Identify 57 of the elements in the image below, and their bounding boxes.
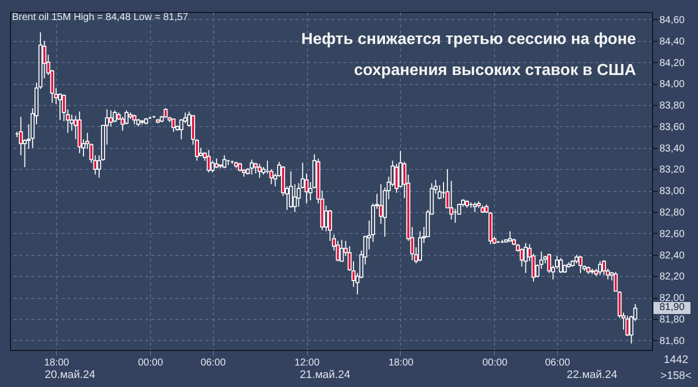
y-tick-label: 83,40: [660, 143, 685, 154]
y-tick-label: 84,00: [660, 79, 685, 90]
text: 22.май.24: [566, 369, 618, 381]
chart-subtitle: Brent oil 15M High = 84,48 Low = 81,57: [12, 12, 188, 23]
y-tick-label: 83,80: [660, 100, 685, 112]
x-tick-label: 06:00: [544, 358, 570, 368]
x-tick-label: 00:00: [138, 358, 164, 368]
x-tick-label: 12:00: [294, 358, 320, 368]
text: 21.май.24: [300, 369, 350, 381]
candlestick: [288, 170, 293, 208]
candlestick: [292, 184, 297, 213]
y-tick-label: 83,20: [660, 164, 685, 176]
text: 81,90: [653, 302, 691, 314]
y-tick-label: 83,60: [660, 122, 685, 133]
text: 1442: [664, 354, 688, 366]
y-tick-label: 81,60: [660, 336, 685, 347]
candlestick: [578, 255, 582, 274]
candlestick: [418, 230, 422, 262]
candlestick: [602, 260, 606, 276]
y-tick-label: 84,60: [660, 14, 685, 26]
x-tick-label: 18:00: [388, 358, 414, 368]
candlestick: [164, 108, 168, 118]
text: >158<: [660, 370, 692, 382]
candlestick: [625, 315, 630, 337]
text: 20.май.24: [44, 369, 96, 381]
y-tick-label: 82,00: [660, 293, 685, 304]
candlestick: [112, 110, 117, 123]
candlestick: [558, 258, 563, 274]
y-tick-label: 82,40: [660, 250, 685, 262]
candlestick: [108, 110, 113, 127]
y-tick-label: 84,20: [660, 58, 685, 69]
y-tick-label: 84,40: [660, 36, 685, 48]
y-tick-label: 81,80: [660, 314, 685, 326]
x-tick-label: 18:00: [44, 358, 70, 368]
candlestick: [449, 180, 454, 220]
candlestick: [340, 239, 344, 262]
y-tick-label: 82,20: [660, 272, 685, 283]
y-tick-label: 82,60: [660, 228, 685, 240]
candlestick: [472, 202, 477, 213]
candlestick: [171, 118, 176, 132]
candlestick: [210, 160, 215, 173]
y-tick-label: 83,00: [660, 186, 685, 198]
candlestick: [250, 159, 254, 176]
candlestick: [524, 242, 528, 274]
x-tick-label: 00:00: [482, 358, 508, 368]
candlestick: [254, 162, 258, 174]
text: Нефть снижается третью сессию на фоне сохранения высоких ставок в США: [300, 30, 636, 81]
candlestick: [132, 114, 136, 125]
candlestick: [222, 154, 226, 169]
y-tick-label: 82,80: [660, 208, 685, 219]
candlestick: [258, 163, 262, 178]
candlestick: [214, 158, 219, 169]
candlestick: [378, 184, 383, 224]
candlestick: [598, 260, 602, 276]
x-tick-label: 06:00: [200, 358, 226, 368]
candlestick: [206, 149, 211, 173]
candlestick: [508, 230, 512, 242]
